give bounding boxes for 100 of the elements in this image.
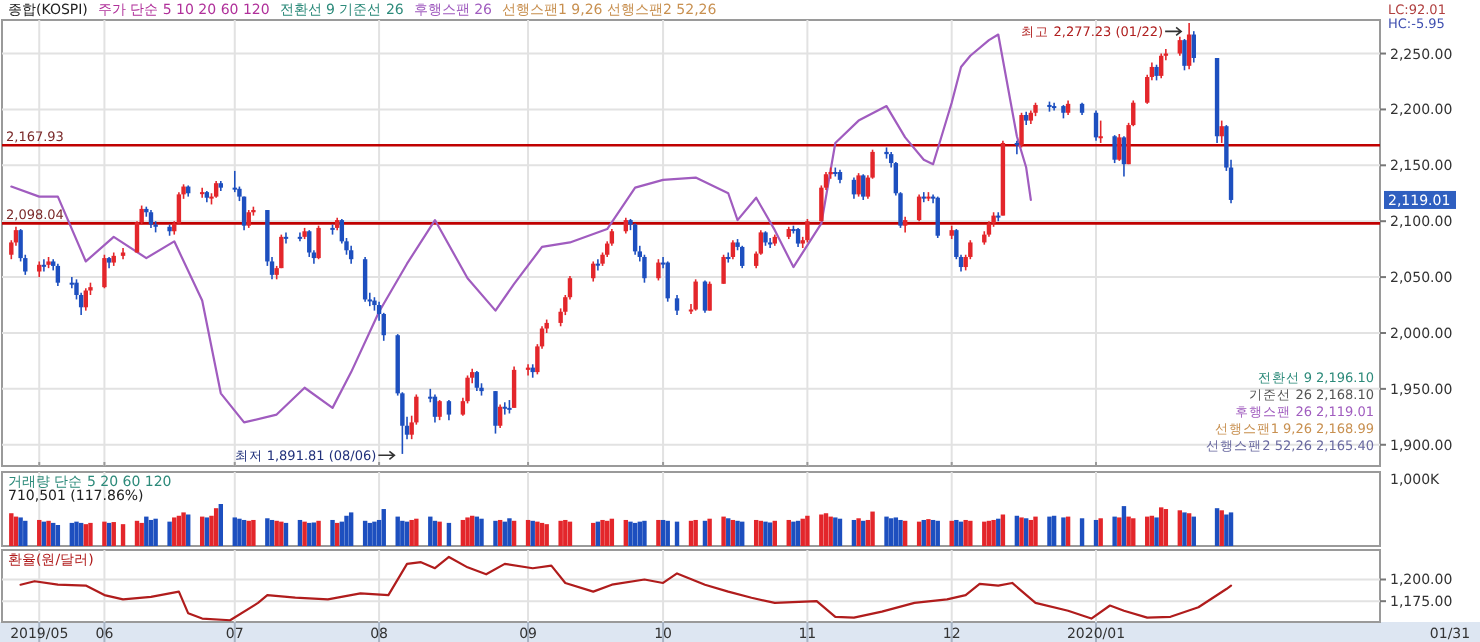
bar [446, 522, 452, 546]
candlestick [674, 294, 680, 316]
candlestick [474, 370, 480, 392]
bar [251, 519, 256, 546]
bar [302, 521, 307, 546]
bar [986, 520, 992, 546]
bar [828, 516, 833, 546]
bar [37, 519, 42, 546]
bar [134, 520, 140, 546]
bar [926, 519, 931, 546]
candlestick [1182, 38, 1187, 72]
bar [1186, 513, 1192, 546]
bar [600, 519, 605, 546]
bar [1219, 510, 1224, 546]
candlestick [437, 399, 442, 421]
bar [274, 520, 279, 546]
candlestick [511, 365, 517, 409]
candlestick [740, 244, 745, 269]
bar [511, 520, 517, 546]
bar [991, 519, 996, 546]
bar [702, 520, 708, 546]
bar [1065, 516, 1071, 546]
bar [935, 520, 940, 546]
bar [1126, 516, 1131, 546]
bar [106, 522, 112, 546]
bar [870, 511, 875, 546]
candlestick [55, 262, 61, 287]
bar [823, 513, 829, 546]
candlestick [1117, 133, 1122, 162]
bar [1131, 518, 1136, 546]
candlestick [702, 279, 708, 314]
bar [800, 518, 805, 546]
bar [791, 521, 796, 546]
bar [605, 520, 610, 546]
bar [833, 517, 838, 546]
bar [246, 520, 251, 546]
bar [1079, 518, 1085, 546]
candlestick [693, 278, 698, 312]
bar [316, 520, 321, 546]
bar [83, 524, 88, 546]
bar [660, 519, 666, 546]
candlestick [497, 403, 503, 429]
bar [237, 518, 242, 546]
bar [786, 519, 791, 546]
bar [470, 515, 475, 546]
bar [963, 519, 968, 546]
candlestick [1112, 134, 1117, 164]
bar [1023, 518, 1029, 546]
bar [898, 519, 903, 546]
bar [819, 514, 824, 546]
bar [1214, 508, 1220, 546]
bar [609, 518, 615, 546]
bar [497, 519, 503, 546]
candlestick [432, 393, 438, 424]
bar [595, 521, 601, 546]
bar [474, 516, 480, 546]
bar [241, 519, 247, 546]
bar [795, 520, 801, 546]
bar [1154, 517, 1159, 546]
bar [428, 516, 433, 546]
bar [726, 518, 731, 546]
candlestick [1186, 22, 1192, 70]
candlestick [730, 239, 736, 261]
bar [437, 521, 442, 546]
bar [1047, 516, 1052, 546]
bar [367, 522, 372, 546]
bar [344, 515, 349, 546]
bar [400, 520, 405, 546]
bar [851, 519, 857, 546]
bar [1098, 518, 1103, 546]
bar [763, 521, 768, 546]
bar [269, 519, 275, 546]
bar [1121, 506, 1127, 546]
bar [558, 520, 563, 546]
bar [996, 518, 1001, 546]
bar [120, 524, 126, 546]
bar [688, 520, 694, 546]
bar [642, 520, 647, 546]
bar [1182, 512, 1187, 546]
bar [265, 518, 270, 546]
bar [297, 519, 303, 546]
bar [339, 521, 345, 546]
candlestick [861, 173, 866, 201]
bar [199, 516, 205, 546]
bar [916, 521, 922, 546]
bar [1051, 515, 1057, 546]
bar [893, 517, 899, 546]
bar [493, 520, 498, 546]
bar [414, 518, 419, 546]
bar [837, 518, 843, 546]
candlestick [362, 256, 368, 303]
candlestick [1177, 35, 1183, 57]
bar [1028, 519, 1034, 546]
bar [591, 522, 596, 546]
bar [1145, 516, 1150, 546]
bar [409, 519, 414, 546]
candlestick [656, 258, 661, 282]
bar [865, 519, 871, 546]
bar [1033, 516, 1038, 546]
bar [311, 522, 317, 546]
